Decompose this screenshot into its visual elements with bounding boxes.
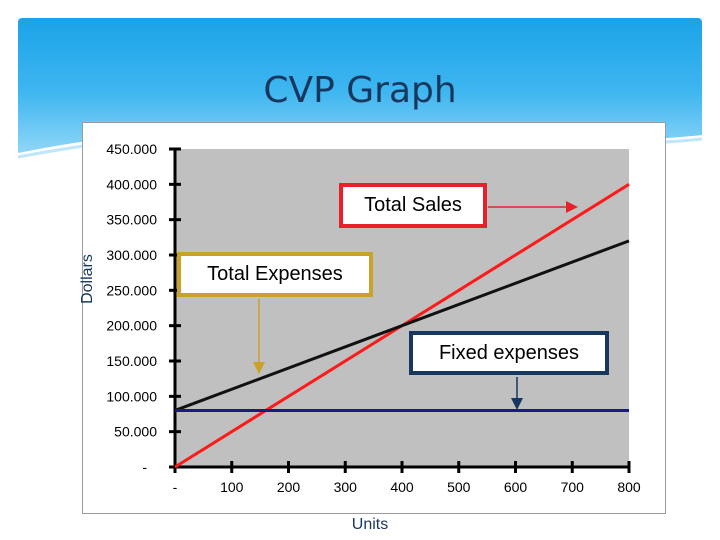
chart-frame: - 50.000 100.000 150.000 200.000 250.000 300.0… (82, 122, 666, 514)
y-tick-label: 50.000 (114, 424, 157, 440)
x-tick-label: 600 (504, 479, 528, 495)
y-tick-label: 400.000 (106, 176, 157, 192)
y-tick-label: 300.000 (106, 247, 157, 263)
total-expenses-callout: Total Expenses (177, 252, 373, 297)
x-tick-label: 100 (220, 479, 244, 495)
total-sales-callout: Total Sales (339, 183, 487, 228)
y-tick-label: 200.000 (106, 318, 157, 334)
x-tick-label: 400 (390, 479, 414, 495)
y-tick-label: 100.000 (106, 388, 157, 404)
y-tick-label: 150.000 (106, 353, 157, 369)
x-tick-label: - (173, 479, 178, 495)
x-tick-label: 500 (447, 479, 471, 495)
y-tick-label: 350.000 (106, 212, 157, 228)
slide-title: CVP Graph (263, 70, 457, 111)
x-axis-label: Units (351, 516, 389, 533)
x-tick-label: 300 (334, 479, 358, 495)
cvp-chart: - 50.000 100.000 150.000 200.000 250.000 300.0… (106, 141, 641, 495)
y-axis-label: Dollars (79, 254, 96, 304)
y-tick-label: 450.000 (106, 141, 157, 157)
x-tick-label: 800 (617, 479, 641, 495)
x-tick-label: 200 (277, 479, 301, 495)
y-tick-label: - (142, 459, 147, 475)
total-expenses-line (174, 239, 630, 412)
y-tick-label: 250.000 (106, 282, 157, 298)
fixed-expenses-callout: Fixed expenses (409, 331, 609, 375)
x-tick-label: 700 (561, 479, 585, 495)
